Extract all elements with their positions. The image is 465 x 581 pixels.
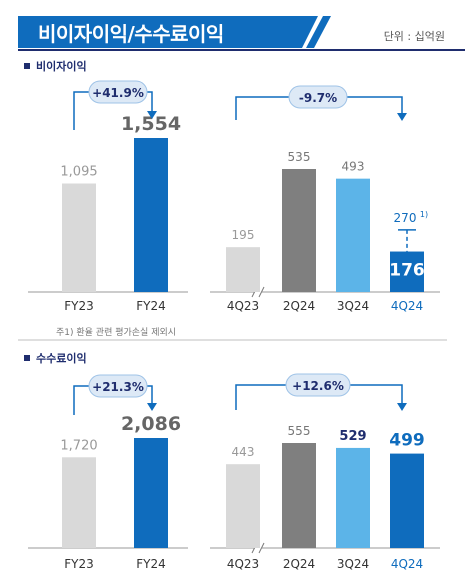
category-label: 3Q24 bbox=[337, 557, 369, 571]
data-label: 443 bbox=[232, 445, 255, 459]
data-label: 493 bbox=[342, 160, 365, 174]
square-bullet-icon bbox=[24, 355, 30, 361]
data-label: 1,554 bbox=[121, 113, 181, 135]
bar-4q24 bbox=[390, 453, 424, 548]
category-label: 2Q24 bbox=[283, 557, 315, 571]
category-label: 4Q23 bbox=[227, 299, 259, 313]
category-label: 3Q24 bbox=[337, 299, 369, 313]
bar-2q24 bbox=[282, 443, 316, 548]
bar-4q23 bbox=[226, 247, 260, 292]
arrow-down-icon bbox=[147, 111, 157, 119]
data-label: 2,086 bbox=[121, 413, 181, 435]
unit-label: 단위 : 십억원 bbox=[383, 30, 445, 43]
header-banner: 비이자이익/수수료이익 단위 : 십억원 bbox=[0, 0, 465, 52]
header-background bbox=[18, 16, 465, 51]
category-label: 2Q24 bbox=[283, 299, 315, 313]
bar-4q24 bbox=[390, 251, 424, 292]
change-pill-label: -9.7% bbox=[299, 91, 337, 105]
arrow-down-icon bbox=[147, 403, 157, 411]
section-label-nonint: 비이자이익 bbox=[24, 58, 87, 74]
category-label: FY24 bbox=[136, 557, 166, 571]
bar-3q24 bbox=[336, 178, 370, 292]
data-label: 1,720 bbox=[60, 438, 97, 453]
change-pill bbox=[88, 80, 148, 104]
change-pill bbox=[288, 85, 348, 109]
change-pill bbox=[285, 373, 351, 397]
extra-footnote-mark: 1) bbox=[420, 210, 428, 219]
change-pill-label: +12.6% bbox=[292, 379, 344, 393]
axis-break-mark bbox=[258, 542, 265, 554]
section-label-fee: 수수료이익 bbox=[24, 350, 87, 366]
category-label: 4Q24 bbox=[391, 299, 423, 313]
category-label: FY23 bbox=[64, 299, 94, 313]
arrow-down-icon bbox=[397, 403, 407, 411]
footnote: 주1) 환율 관련 평가손실 제외시 bbox=[56, 328, 177, 338]
extra-label: 270 bbox=[394, 211, 417, 225]
data-label: 535 bbox=[288, 150, 311, 164]
bar-fy23 bbox=[62, 457, 96, 548]
bar-fy24 bbox=[134, 438, 168, 548]
change-pill-label: +41.9% bbox=[92, 86, 144, 100]
category-label: 4Q23 bbox=[227, 557, 259, 571]
data-label: 529 bbox=[339, 429, 366, 444]
category-label: 4Q24 bbox=[391, 557, 423, 571]
data-label: 195 bbox=[232, 228, 255, 242]
bar-3q24 bbox=[336, 447, 370, 548]
change-pill bbox=[88, 374, 148, 398]
bar-fy23 bbox=[62, 183, 96, 292]
data-label: 499 bbox=[389, 431, 425, 451]
bar-2q24 bbox=[282, 169, 316, 292]
bar-fy24 bbox=[134, 138, 168, 292]
arrow-down-icon bbox=[397, 113, 407, 121]
page-title: 비이자이익/수수료이익 bbox=[38, 22, 224, 46]
axis-break-mark bbox=[258, 286, 265, 298]
bar-4q23 bbox=[226, 464, 260, 548]
data-label: 1,095 bbox=[60, 164, 97, 179]
square-bullet-icon bbox=[24, 63, 30, 69]
category-label: FY23 bbox=[64, 557, 94, 571]
change-pill-label: +21.3% bbox=[92, 380, 144, 394]
category-label: FY24 bbox=[136, 299, 166, 313]
data-label: 555 bbox=[288, 424, 311, 438]
data-label: 176 bbox=[389, 261, 425, 281]
